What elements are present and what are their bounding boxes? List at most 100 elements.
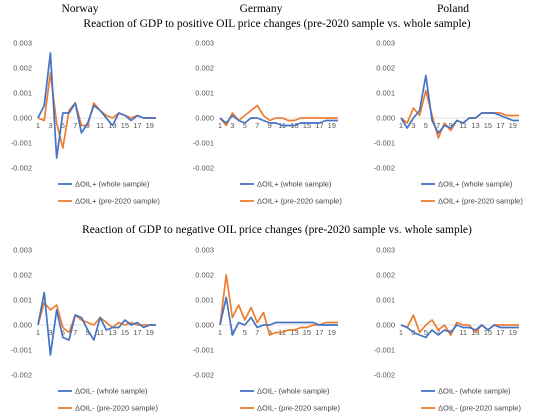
legend-label-poland-neg-1: ΔOIL- (pre-2020 sample) <box>438 404 521 413</box>
x-tick-label-germany-neg-7: 15 <box>303 328 311 337</box>
x-tick-label-poland-neg-3: 7 <box>436 328 440 337</box>
x-tick-label-norway-pos-1: 3 <box>48 121 52 130</box>
x-tick-label-germany-pos-8: 17 <box>315 121 323 130</box>
x-tick-label-germany-pos-2: 5 <box>243 121 247 130</box>
series-line-germany-pos-whole <box>219 114 338 127</box>
x-tick-label-poland-pos-9: 19 <box>509 121 517 130</box>
y-tick-label-poland-neg-4: -0.001 <box>374 346 395 355</box>
x-tick-label-poland-pos-8: 17 <box>496 121 504 130</box>
y-tick-label-germany-pos-5: -0.002 <box>193 164 214 173</box>
y-tick-label-germany-pos-4: -0.001 <box>193 139 214 148</box>
y-tick-label-norway-pos-2: 0.001 <box>13 89 32 98</box>
x-tick-label-norway-pos-5: 11 <box>96 121 104 130</box>
legend-label-germany-pos-0: ΔOIL+ (whole sample) <box>257 180 332 189</box>
x-tick-label-norway-neg-2: 5 <box>61 328 65 337</box>
x-tick-label-germany-pos-4: 9 <box>268 121 272 130</box>
y-tick-label-norway-pos-3: 0.000 <box>13 114 32 123</box>
x-tick-label-poland-neg-5: 11 <box>459 328 467 337</box>
x-tick-label-poland-pos-3: 7 <box>436 121 440 130</box>
y-tick-label-germany-pos-2: 0.001 <box>195 89 214 98</box>
section-title-positive: Reaction of GDP to positive OIL price ch… <box>83 18 470 30</box>
legend-label-germany-neg-1: ΔOIL- (pre-2020 sample) <box>257 404 340 413</box>
x-tick-label-norway-neg-0: 1 <box>36 328 40 337</box>
x-tick-label-norway-pos-0: 1 <box>36 121 40 130</box>
x-tick-label-germany-neg-9: 19 <box>328 328 336 337</box>
panel-norway-neg: 0.003 0.002 0.001 0.000 -0.001 -0.002 1 3 5 7 9 11 1… <box>11 246 159 413</box>
x-tick-label-poland-pos-6: 13 <box>471 121 479 130</box>
x-tick-label-poland-pos-0: 1 <box>399 121 403 130</box>
x-tick-label-germany-neg-8: 17 <box>315 328 323 337</box>
y-tick-label-germany-neg-0: 0.003 <box>195 246 214 255</box>
y-tick-label-poland-pos-0: 0.003 <box>376 39 395 48</box>
x-tick-label-poland-neg-2: 5 <box>424 328 428 337</box>
legend-label-poland-pos-0: ΔOIL+ (whole sample) <box>438 180 513 189</box>
y-tick-label-poland-neg-0: 0.003 <box>376 246 395 255</box>
y-tick-label-norway-neg-1: 0.002 <box>13 271 32 280</box>
legend-label-germany-neg-0: ΔOIL- (whole sample) <box>257 387 330 396</box>
legend-label-norway-neg-1: ΔOIL- (pre-2020 sample) <box>75 404 158 413</box>
x-tick-label-poland-pos-4: 9 <box>449 121 453 130</box>
y-tick-label-norway-neg-0: 0.003 <box>13 246 32 255</box>
x-tick-label-norway-pos-3: 7 <box>73 121 77 130</box>
legend-label-poland-pos-1: ΔOIL+ (pre-2020 sample) <box>438 197 523 206</box>
y-tick-label-germany-neg-1: 0.002 <box>195 271 214 280</box>
series-line-germany-pos-pre2020 <box>219 104 338 127</box>
legend-label-norway-neg-0: ΔOIL- (whole sample) <box>75 387 148 396</box>
series-line-germany-neg-whole <box>219 296 338 336</box>
y-tick-label-germany-neg-2: 0.001 <box>195 296 214 305</box>
y-tick-label-norway-neg-2: 0.001 <box>13 296 32 305</box>
x-tick-label-norway-neg-9: 19 <box>146 328 154 337</box>
x-tick-label-norway-neg-5: 11 <box>96 328 104 337</box>
y-tick-label-poland-neg-2: 0.001 <box>376 296 395 305</box>
x-tick-label-norway-neg-8: 17 <box>133 328 141 337</box>
series-line-norway-neg-whole <box>37 291 156 356</box>
y-tick-label-poland-neg-5: -0.002 <box>374 371 395 380</box>
x-tick-label-norway-neg-1: 3 <box>48 328 52 337</box>
x-tick-label-poland-neg-0: 1 <box>399 328 403 337</box>
series-line-poland-neg-pre2020 <box>400 314 519 336</box>
x-tick-label-poland-neg-9: 19 <box>509 328 517 337</box>
x-tick-label-norway-pos-2: 5 <box>61 121 65 130</box>
x-tick-label-norway-neg-3: 7 <box>73 328 77 337</box>
x-tick-label-germany-pos-9: 19 <box>328 121 336 130</box>
y-tick-label-germany-pos-1: 0.002 <box>195 64 214 73</box>
y-tick-label-norway-pos-5: -0.002 <box>11 164 32 173</box>
x-tick-label-germany-neg-0: 1 <box>218 328 222 337</box>
y-tick-label-norway-neg-5: -0.002 <box>11 371 32 380</box>
x-tick-label-norway-pos-9: 19 <box>146 121 154 130</box>
y-tick-label-norway-pos-4: -0.001 <box>11 139 32 148</box>
y-tick-label-poland-pos-4: -0.001 <box>374 139 395 148</box>
y-tick-label-germany-pos-3: 0.000 <box>195 114 214 123</box>
x-tick-label-poland-pos-1: 3 <box>411 121 415 130</box>
y-tick-label-norway-pos-0: 0.003 <box>13 39 32 48</box>
x-tick-label-poland-pos-2: 5 <box>424 121 428 130</box>
y-tick-label-poland-neg-1: 0.002 <box>376 271 395 280</box>
y-tick-label-germany-neg-3: 0.000 <box>195 321 214 330</box>
x-tick-label-germany-pos-0: 1 <box>218 121 222 130</box>
x-tick-label-germany-pos-3: 7 <box>255 121 259 130</box>
x-tick-label-germany-pos-7: 15 <box>303 121 311 130</box>
y-tick-label-poland-pos-2: 0.001 <box>376 89 395 98</box>
series-line-poland-pos-pre2020 <box>400 89 519 139</box>
series-line-poland-pos-whole <box>400 74 519 134</box>
series-line-norway-pos-whole <box>37 52 156 159</box>
x-tick-label-norway-neg-4: 9 <box>86 328 90 337</box>
y-tick-label-norway-neg-4: -0.001 <box>11 346 32 355</box>
section-title-negative: Reaction of GDP to negative OIL price ch… <box>82 224 472 236</box>
y-tick-label-poland-pos-5: -0.002 <box>374 164 395 173</box>
y-tick-label-norway-neg-3: 0.000 <box>13 321 32 330</box>
series-line-norway-neg-pre2020 <box>37 301 156 334</box>
x-tick-label-germany-neg-3: 7 <box>255 328 259 337</box>
y-tick-label-germany-neg-5: -0.002 <box>193 371 214 380</box>
column-title-germany: Germany <box>240 3 283 15</box>
legend-label-norway-pos-1: ΔOIL+ (pre-2020 sample) <box>75 197 160 206</box>
y-tick-label-germany-pos-0: 0.003 <box>195 39 214 48</box>
y-tick-label-poland-pos-1: 0.002 <box>376 64 395 73</box>
legend-label-germany-pos-1: ΔOIL+ (pre-2020 sample) <box>257 197 342 206</box>
